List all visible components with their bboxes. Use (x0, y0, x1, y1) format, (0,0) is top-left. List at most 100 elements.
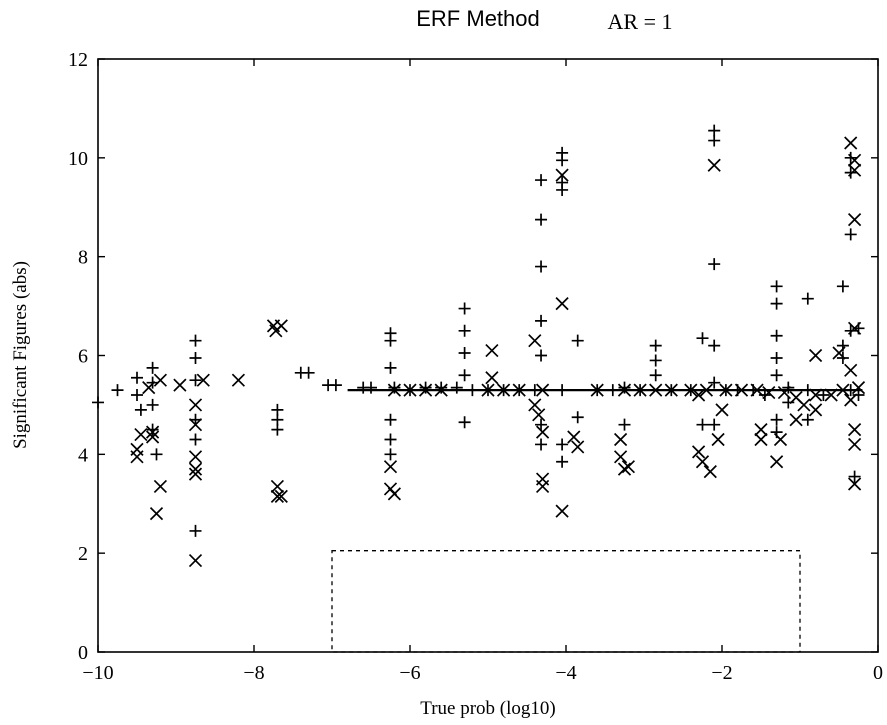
cross-marker (847, 213, 862, 227)
plus-marker (649, 339, 662, 352)
cross-marker (613, 432, 628, 447)
cross-marker (142, 381, 156, 395)
plus-marker (131, 371, 143, 384)
cross-marker (617, 462, 632, 476)
cross-marker (130, 450, 144, 464)
cross-marker (149, 507, 164, 521)
plus-marker (384, 413, 397, 426)
plus-marker (556, 455, 569, 468)
x-tick-label: −10 (82, 662, 113, 684)
cross-marker (383, 460, 398, 474)
y-tick-label: 0 (78, 642, 88, 664)
plus-marker (618, 381, 631, 394)
cross-marker (532, 408, 546, 422)
cross-marker (649, 383, 663, 397)
plus-marker (146, 423, 159, 436)
plus-marker (365, 381, 377, 394)
plus-marker (535, 213, 548, 226)
cross-marker (590, 383, 604, 397)
x-axis-title: True prob (log10) (420, 698, 555, 719)
chart-annotation-ar: AR = 1 (608, 9, 673, 34)
cross-marker (664, 383, 678, 397)
plus-marker (770, 351, 783, 364)
cross-marker (274, 319, 288, 333)
y-tick-label: 2 (78, 543, 88, 565)
cross-marker (188, 450, 203, 464)
cross-marker (403, 383, 417, 397)
plus-marker (801, 292, 814, 305)
plus-marker (556, 183, 569, 196)
cross-marker (797, 398, 811, 412)
cross-marker (836, 383, 850, 397)
y-tick-label: 10 (68, 148, 88, 170)
cross-marker (153, 373, 168, 387)
cross-marker (621, 460, 636, 474)
plus-marker (271, 423, 284, 436)
plus-marker (649, 369, 662, 382)
plus-marker (384, 334, 397, 347)
cross-marker (481, 383, 495, 397)
plus-marker (146, 361, 159, 374)
cross-marker (555, 168, 569, 182)
cross-marker (699, 383, 714, 397)
cross-marker (134, 427, 148, 442)
plus-marker (528, 384, 541, 397)
cross-marker (196, 373, 210, 387)
tick-labels: −10 −8 −6 −4 −2 0 0 2 4 6 8 10 12 (68, 49, 883, 684)
cross-marker (711, 432, 725, 447)
plus-marker (708, 134, 721, 147)
x-tick-label: −8 (243, 662, 264, 684)
plus-marker (571, 411, 584, 424)
plus-marker (458, 369, 471, 382)
cross-marker (387, 487, 402, 501)
cross-marker (847, 477, 862, 491)
plus-marker (770, 297, 783, 310)
plus-marker (435, 381, 448, 394)
cross-marker (808, 403, 823, 417)
y-tick-label: 8 (78, 247, 88, 269)
cross-marker (274, 489, 288, 503)
plus-marker (388, 381, 401, 394)
cross-marker (418, 383, 433, 397)
cross-marker (851, 381, 866, 395)
plus-marker (844, 384, 857, 397)
cross-marker (691, 445, 706, 459)
x-tick-label: −6 (399, 662, 420, 684)
plus-marker (384, 361, 397, 374)
plus-marker (556, 438, 569, 451)
cross-marker (847, 437, 862, 452)
cross-marker (512, 383, 526, 397)
plus-marker (466, 384, 479, 397)
plus-marker (150, 448, 163, 461)
cross-marker (567, 430, 581, 444)
cross-marker (844, 393, 858, 407)
plus-marker (556, 384, 569, 397)
cross-marker (555, 297, 569, 311)
plus-marker (535, 174, 548, 187)
plus-marker (844, 166, 857, 179)
plus-marker (817, 389, 830, 402)
plus-marker (535, 438, 548, 451)
cross-marker (754, 423, 768, 437)
plus-marker (92, 396, 104, 409)
cross-marker (847, 163, 862, 177)
plus-marker (801, 384, 814, 397)
plus-marker (535, 418, 548, 431)
plus-marker (189, 374, 202, 387)
cross-marker (613, 450, 628, 464)
plus-marker (458, 416, 471, 429)
plus-marker (450, 381, 463, 394)
plus-marker (770, 369, 783, 382)
plus-marker (458, 302, 471, 315)
data-marks (92, 124, 866, 568)
plus-marker (189, 524, 202, 537)
plus-marker (606, 384, 619, 397)
cross-marker (145, 430, 160, 444)
plus-marker (708, 376, 721, 389)
x-tick-label: −4 (555, 662, 576, 684)
plus-marker (708, 339, 721, 352)
cross-marker (847, 321, 862, 335)
y-tick-label: 4 (78, 444, 88, 466)
